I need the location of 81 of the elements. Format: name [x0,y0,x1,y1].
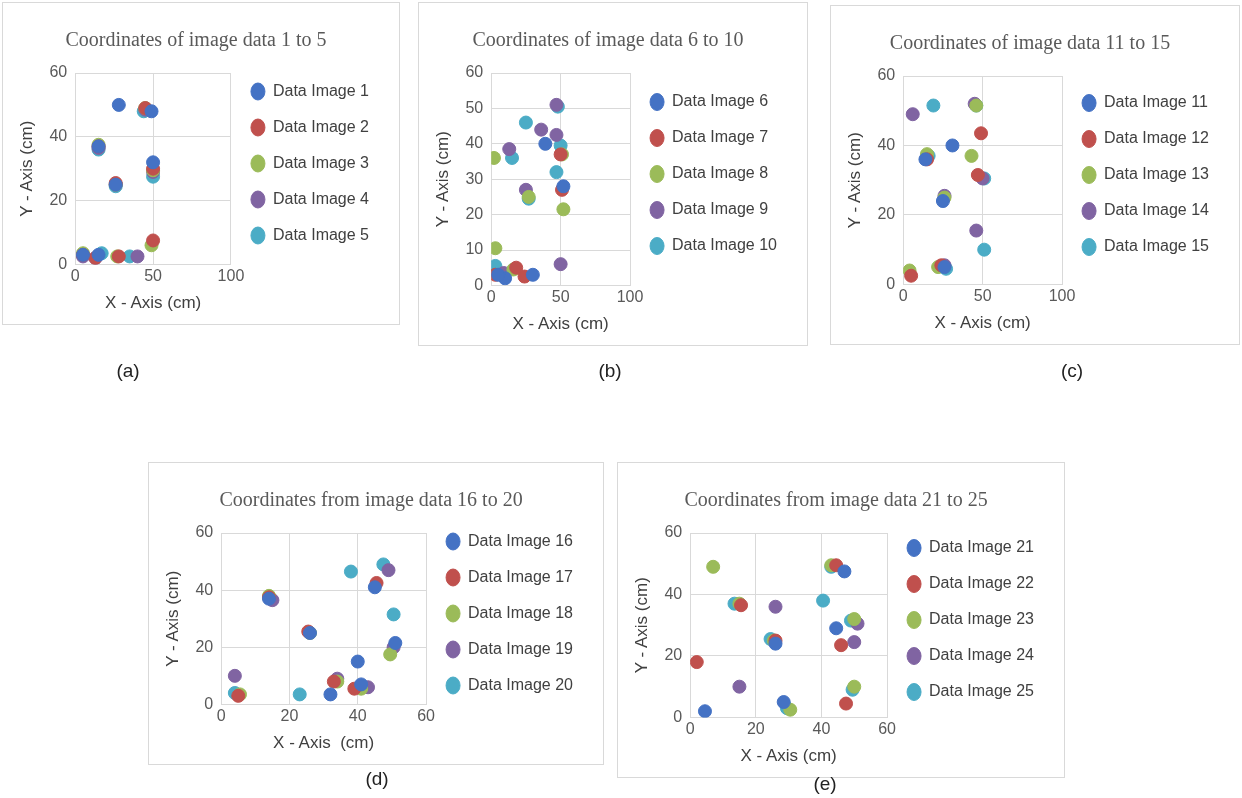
y-tick-label: 60 [49,63,68,81]
legend-label: Data Image 23 [929,610,1035,628]
legend-label: Data Image 11 [1104,93,1208,111]
y-tick-label: 60 [465,63,484,81]
y-axis-title: Y - Axis (cm) [432,131,452,228]
text: (c) [1060,360,1084,382]
y-tick-label: 40 [49,127,68,145]
x-tick-label: 40 [348,707,367,725]
chart-title: Coordinates of image data 11 to 15 [889,31,1171,55]
y-tick-label: 40 [877,135,896,153]
y-tick-label: 20 [195,637,214,655]
x-tick-label: 50 [144,267,163,285]
y-tick-label: 0 [204,694,214,712]
legend-label: Data Image 14 [1104,201,1210,219]
y-tick-label: 20 [664,646,683,664]
x-tick-label: 50 [973,287,992,305]
x-tick-label: 0 [70,267,80,285]
x-tick-label: 50 [551,288,570,306]
legend-label: Data Image 24 [929,646,1035,664]
legend-label: Data Image 15 [1104,237,1210,255]
y-tick-label: 40 [465,134,484,152]
y-axis-title: Y - Axis (cm) [631,577,651,674]
y-tick-label: 60 [195,523,214,541]
y-axis-title: Y - Axis (cm) [16,120,36,217]
x-tick-label: 0 [486,288,496,306]
legend-label: Data Image 7 [672,128,769,146]
y-tick-label: 50 [465,98,484,116]
legend-label: Data Image 20 [468,675,574,693]
legend-label: Data Image 3 [272,153,370,171]
x-tick-label: 40 [812,720,831,738]
legend-label: Data Image 16 [468,531,574,549]
text: (a) [116,360,140,382]
chart-title: Coordinates from image data 16 to 20 [219,488,523,512]
legend-label: Data Image 9 [672,200,769,218]
legend-label: Data Image 19 [468,639,574,657]
y-tick-label: 10 [465,240,484,258]
legend-label: Data Image 6 [672,92,769,110]
y-tick-label: 20 [465,205,484,223]
legend-label: Data Image 4 [272,189,370,207]
legend-label: Data Image 13 [1104,165,1210,183]
x-axis-title: X - Axis (cm) [512,314,609,334]
x-axis-title: X - Axis (cm) [740,746,837,766]
legend-label: Data Image 2 [272,117,370,135]
y-axis-title: Y - Axis (cm) [162,570,182,667]
y-tick-label: 30 [465,169,484,187]
x-axis-title: X - Axis (cm) [104,293,202,313]
x-tick-label: 0 [685,720,695,738]
y-tick-label: 60 [877,66,896,84]
legend-label: Data Image 18 [468,603,574,621]
text: (d) [365,768,389,790]
y-tick-label: 60 [664,523,683,541]
x-tick-label: 0 [898,287,908,305]
y-axis-title: Y - Axis (cm) [844,132,864,229]
y-tick-label: 0 [58,254,68,272]
legend-label: Data Image 12 [1104,129,1210,147]
x-tick-label: 0 [216,707,226,725]
x-axis-title: X - Axis (cm) [934,313,1031,333]
chart-title: Coordinates of image data 6 to 10 [472,28,744,52]
legend-label: Data Image 5 [272,225,370,243]
x-tick-label: 100 [1048,287,1076,305]
text: (b) [598,360,622,382]
chart-title: Coordinates of image data 1 to 5 [65,28,327,52]
chart-title: Coordinates from image data 21 to 25 [684,488,988,512]
x-tick-label: 100 [616,288,644,306]
legend-label: Data Image 1 [272,81,370,99]
legend-label: Data Image 8 [672,164,769,182]
x-tick-label: 20 [280,707,299,725]
x-tick-label: 100 [217,267,245,285]
y-tick-label: 40 [195,580,214,598]
x-tick-label: 20 [746,720,765,738]
legend-label: Data Image 25 [929,682,1035,700]
y-tick-label: 20 [877,205,896,223]
y-tick-label: 40 [664,584,683,602]
legend-label: Data Image 22 [929,574,1035,592]
x-tick-label: 60 [417,707,436,725]
x-axis-title: X - Axis (cm) [273,733,375,753]
legend-label: Data Image 10 [672,236,778,254]
text: (e) [813,773,837,795]
y-tick-label: 20 [49,191,68,209]
legend-label: Data Image 21 [929,538,1035,556]
legend-label: Data Image 17 [468,567,574,585]
